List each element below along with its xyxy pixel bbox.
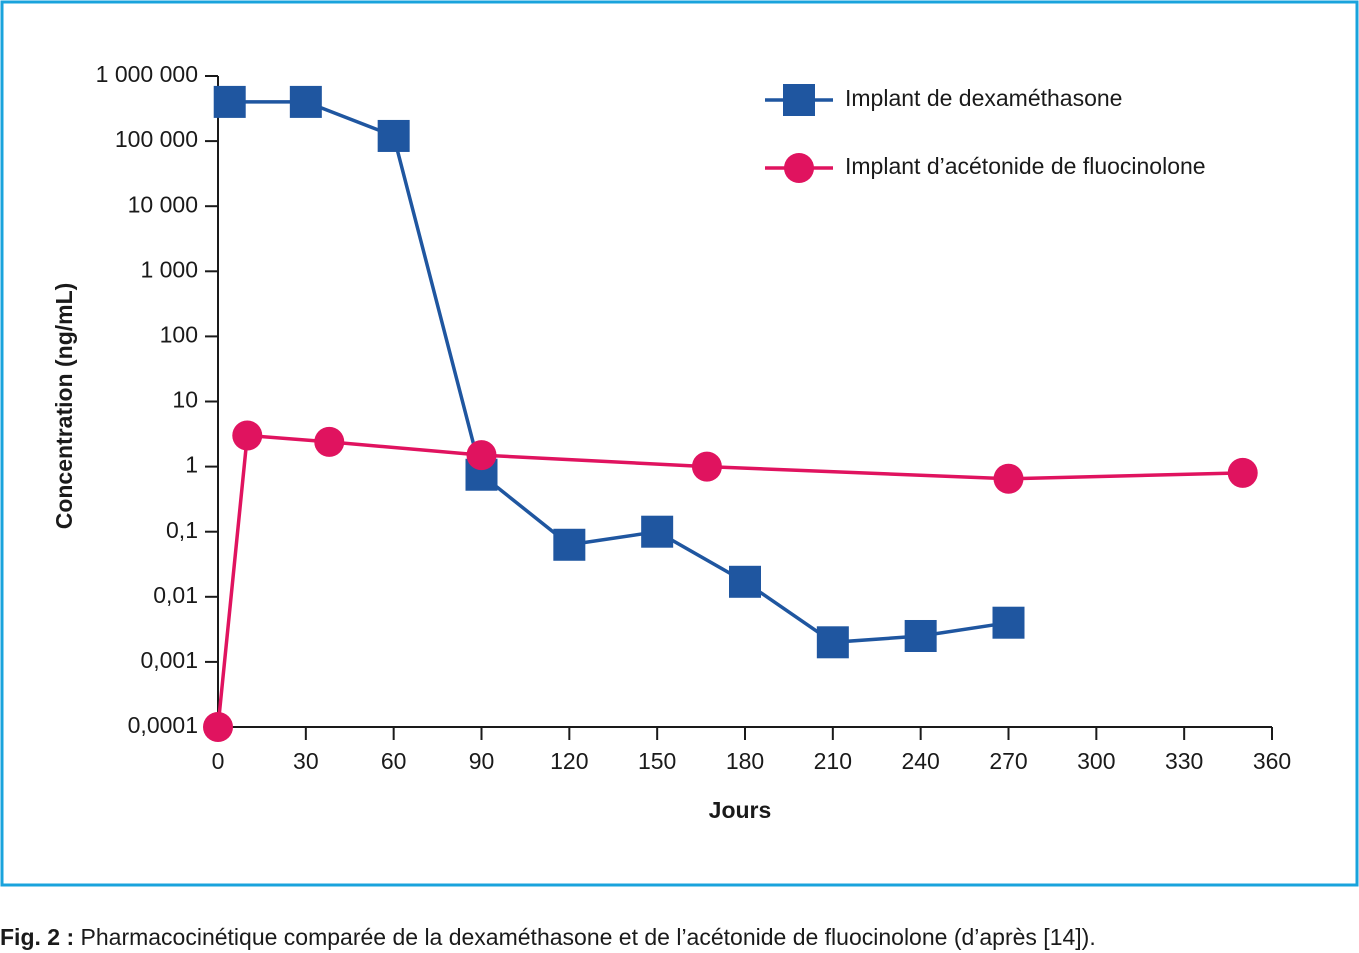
x-tick-label: 0 bbox=[212, 748, 225, 774]
y-tick-label: 10 000 bbox=[128, 191, 198, 217]
y-tick-label: 10 bbox=[172, 387, 198, 413]
x-tick-label: 210 bbox=[814, 748, 852, 774]
frame bbox=[0, 0, 1359, 887]
x-tick-label: 360 bbox=[1253, 748, 1291, 774]
data-point bbox=[904, 619, 937, 652]
y-tick-label: 0,001 bbox=[140, 647, 198, 673]
y-tick-label: 1 000 000 bbox=[96, 61, 198, 87]
legend-marker bbox=[784, 153, 814, 183]
x-tick-label: 30 bbox=[293, 748, 319, 774]
legend-label: Implant de dexaméthasone bbox=[845, 85, 1122, 111]
x-axis-label: Jours bbox=[709, 797, 772, 823]
data-point bbox=[691, 451, 722, 482]
x-tick-label: 270 bbox=[989, 748, 1027, 774]
y-tick-label: 1 000 bbox=[140, 256, 198, 282]
data-point bbox=[289, 85, 322, 118]
data-point bbox=[641, 515, 674, 548]
legend-label: Implant d’acétonide de fluocinolone bbox=[845, 153, 1206, 179]
data-point bbox=[1227, 457, 1258, 488]
x-tick-label: 60 bbox=[381, 748, 407, 774]
data-point bbox=[993, 463, 1024, 494]
y-tick-label: 0,1 bbox=[166, 517, 198, 543]
y-tick-label: 0,0001 bbox=[128, 712, 198, 738]
data-point bbox=[377, 119, 410, 152]
y-tick-label: 0,01 bbox=[153, 582, 198, 608]
y-axis-label: Concentration (ng/mL) bbox=[51, 283, 77, 530]
series-line bbox=[229, 100, 1009, 645]
caption: Fig. 2 : Pharmacocinétique comparée de l… bbox=[0, 924, 1096, 950]
x-tick-label: 180 bbox=[726, 748, 764, 774]
x-tick-label: 300 bbox=[1077, 748, 1115, 774]
data-point bbox=[992, 606, 1025, 639]
data-point bbox=[553, 528, 586, 561]
x-tick-label: 330 bbox=[1165, 748, 1203, 774]
caption-text: Pharmacocinétique comparée de la dexamét… bbox=[81, 924, 1096, 950]
data-point bbox=[314, 426, 345, 457]
x-tick-label: 90 bbox=[469, 748, 495, 774]
data-point bbox=[729, 565, 761, 598]
data-point bbox=[213, 85, 246, 118]
data-point bbox=[816, 626, 849, 659]
data-point bbox=[203, 712, 233, 742]
y-tick-label: 100 000 bbox=[115, 126, 198, 152]
y-tick-label: 100 bbox=[160, 321, 198, 347]
x-tick-label: 150 bbox=[638, 748, 676, 774]
x-tick-label: 120 bbox=[550, 748, 588, 774]
data-point bbox=[232, 420, 263, 451]
x-tick-label: 240 bbox=[901, 748, 939, 774]
caption-label: Fig. 2 : bbox=[0, 924, 74, 950]
y-tick-label: 1 bbox=[185, 452, 198, 478]
legend-marker bbox=[783, 84, 815, 116]
data-point bbox=[466, 440, 497, 471]
